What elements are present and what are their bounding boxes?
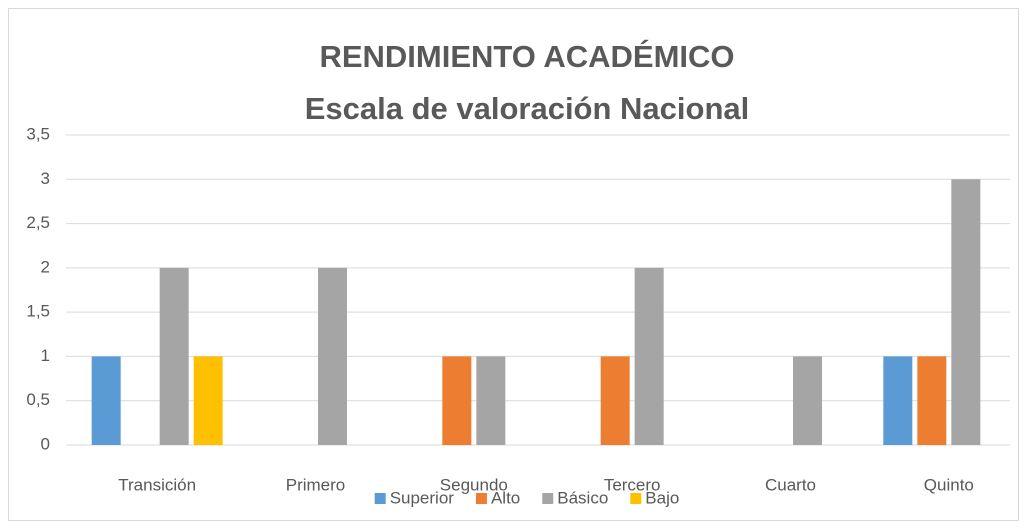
legend-label: Bajo [645, 488, 679, 507]
legend-label: Superior [390, 488, 455, 507]
bar [159, 267, 189, 445]
x-tick-label: Transición [118, 475, 196, 494]
bar [442, 356, 472, 445]
legend-label: Alto [491, 488, 520, 507]
legend-swatch [374, 493, 386, 504]
bar [600, 356, 630, 445]
bar [634, 267, 664, 445]
y-tick-label: 2,5 [26, 213, 50, 232]
bar [476, 356, 506, 445]
y-tick-label: 2 [41, 257, 50, 276]
legend-swatch [475, 493, 487, 504]
bar [917, 356, 947, 445]
x-tick-label: Tercero [604, 475, 661, 494]
x-tick-label: Primero [286, 475, 346, 494]
legend-swatch [630, 493, 642, 504]
bar [793, 356, 822, 445]
chart-title: RENDIMIENTO ACADÉMICO [319, 39, 734, 74]
y-tick-label: 3,5 [26, 124, 50, 143]
chart-subtitle: Escala de valoración Nacional [305, 91, 750, 126]
y-tick-label: 1 [41, 346, 50, 365]
bar [91, 356, 121, 445]
bar [193, 356, 223, 445]
y-tick-label: 0 [41, 434, 50, 453]
legend-swatch [542, 493, 554, 504]
bar [883, 356, 913, 445]
x-tick-label: Cuarto [765, 475, 816, 494]
y-tick-label: 0,5 [26, 390, 50, 409]
bar [318, 267, 347, 445]
legend-label: Básico [557, 488, 608, 507]
x-tick-label: Quinto [924, 475, 974, 494]
bar [951, 179, 981, 446]
y-tick-label: 1,5 [26, 302, 50, 321]
y-tick-label: 3 [41, 169, 50, 188]
x-tick-label: Segundo [440, 475, 508, 494]
